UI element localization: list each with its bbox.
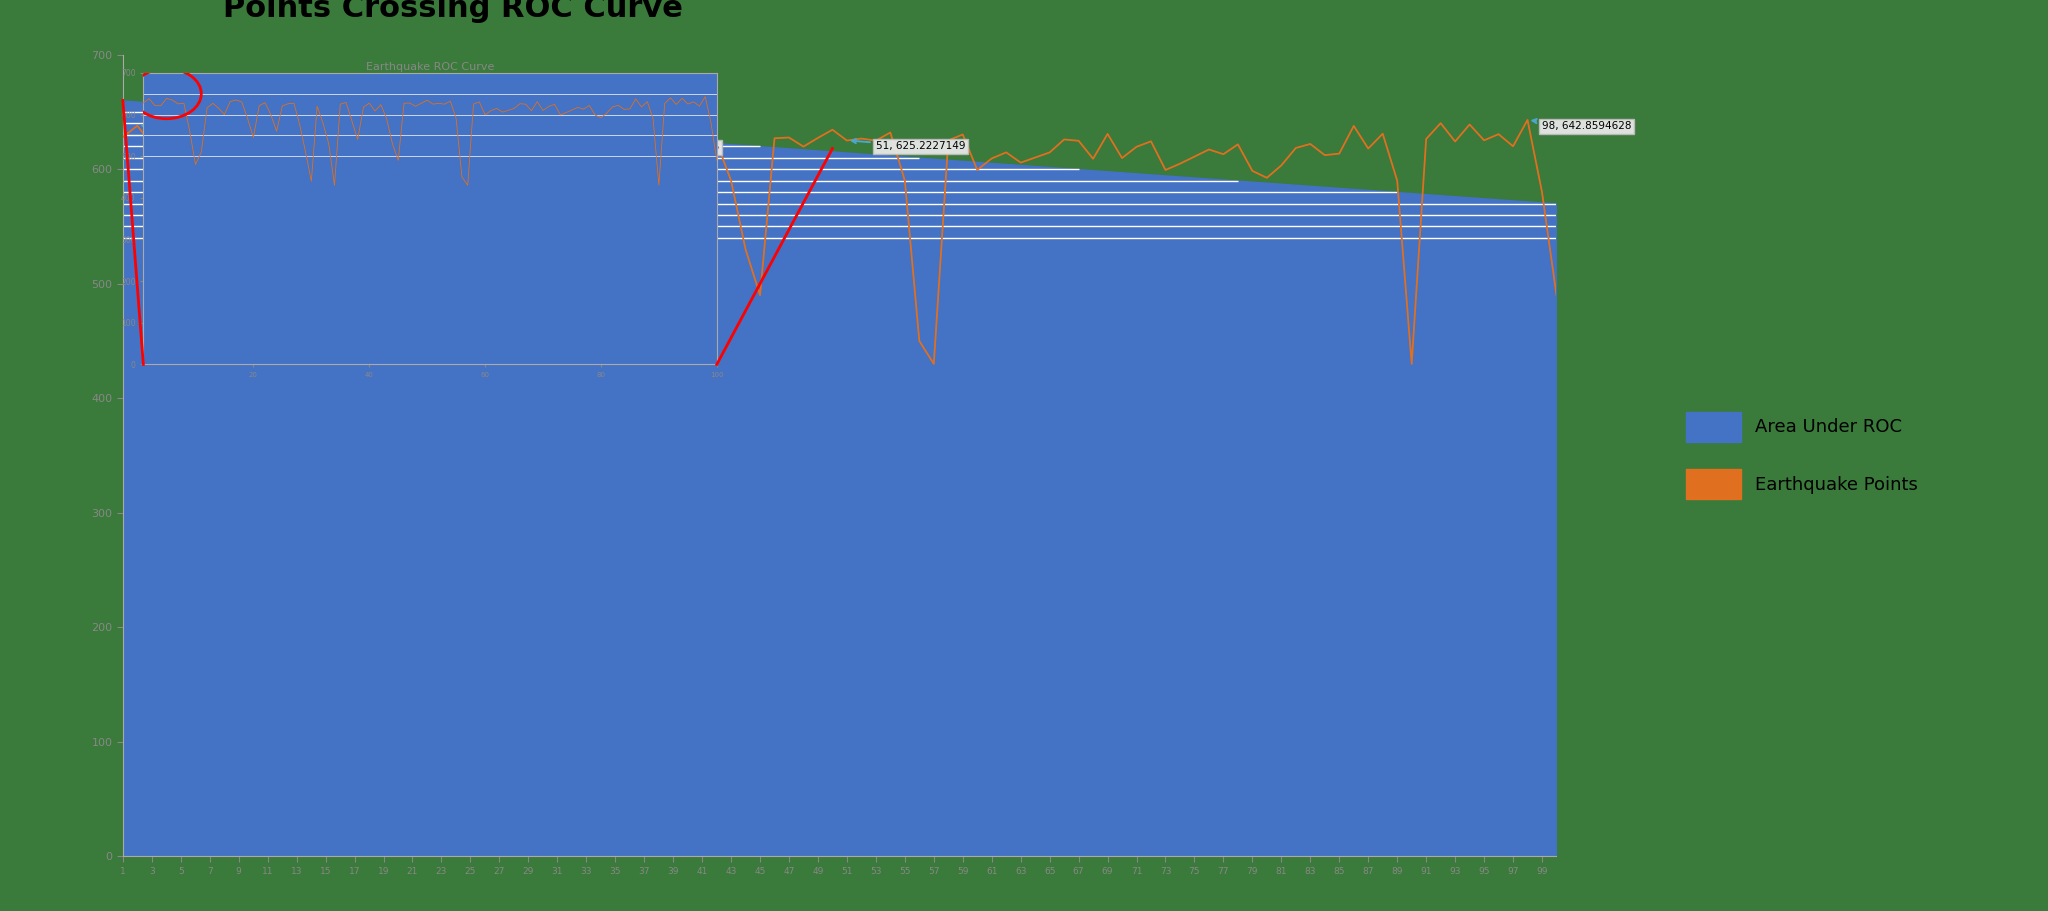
Text: 2, 638.4502758: 2, 638.4502758 — [141, 124, 264, 137]
Text: 17, 634.9229262: 17, 634.9229262 — [360, 128, 487, 140]
Text: Points Crossing ROC Curve: Points Crossing ROC Curve — [223, 0, 684, 23]
Title: Earthquake ROC Curve: Earthquake ROC Curve — [367, 62, 494, 72]
Text: 34, 624.3408775: 34, 624.3408775 — [606, 140, 719, 152]
Text: 98, 642.8594628: 98, 642.8594628 — [1532, 119, 1632, 131]
Legend: Area Under ROC, Earthquake Points: Area Under ROC, Earthquake Points — [1669, 394, 1935, 517]
Text: 51, 625.2227149: 51, 625.2227149 — [852, 139, 965, 151]
